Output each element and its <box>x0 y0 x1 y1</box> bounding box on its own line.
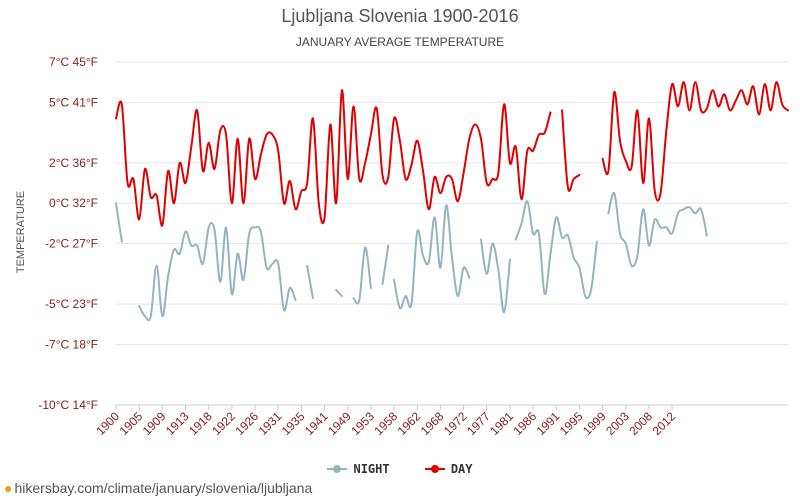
chart-subtitle: JANUARY AVERAGE TEMPERATURE <box>295 35 505 49</box>
source-url: hikersbay.com/climate/january/slovenia/l… <box>14 480 313 496</box>
x-tick-label: 1949 <box>325 409 354 438</box>
series-line-night <box>479 238 511 314</box>
y-tick-label: 0°C 32°F <box>49 196 98 210</box>
x-tick-label: 1953 <box>348 409 377 438</box>
y-tick-label: 2°C 36°F <box>49 156 98 170</box>
x-tick-label: 1918 <box>186 409 215 438</box>
x-tick-label: 2008 <box>626 409 655 438</box>
x-tick-label: 1941 <box>302 409 331 438</box>
x-tick-label: 1972 <box>441 409 470 438</box>
x-tick-label: 1999 <box>580 409 609 438</box>
x-tick-label: 1991 <box>534 409 563 438</box>
x-tick-label: 1913 <box>163 409 192 438</box>
series-line-night <box>306 264 314 300</box>
line-chart: 7°C 45°F 5°C 41°F 2°C 36°F 0°C 32°F -2°C 27°… <box>15 55 789 438</box>
x-tick-label: 1981 <box>487 409 516 438</box>
x-tick-label: 2003 <box>603 409 632 438</box>
x-tick-label: 1905 <box>117 409 146 438</box>
legend-label-day: DAY <box>450 462 473 476</box>
legend-label-night: NIGHT <box>353 462 390 476</box>
grid <box>116 61 788 406</box>
series-line-day <box>561 109 581 192</box>
y-tick-label: 5°C 41°F <box>49 95 98 109</box>
y-tick-label: -10°C 14°F <box>38 398 98 412</box>
source-link[interactable]: ● hikersbay.com/climate/january/slovenia/… <box>4 480 312 496</box>
series-line-night <box>393 204 471 310</box>
x-tick-label: 2012 <box>649 409 678 438</box>
y-axis-title: TEMPERATURE <box>15 191 27 273</box>
x-tick-label: 1926 <box>232 409 261 438</box>
x-tick-label: 1962 <box>395 409 424 438</box>
y-axis: 7°C 45°F 5°C 41°F 2°C 36°F 0°C 32°F -2°C 27°… <box>38 55 98 412</box>
day-line-icon <box>424 464 445 474</box>
x-tick-label: 1922 <box>209 409 238 438</box>
x-axis: 1900190519091913191819221926193119351941… <box>93 404 788 438</box>
x-tick-label: 1900 <box>93 409 122 438</box>
legend[interactable]: NIGHT DAY <box>0 462 800 477</box>
night-line-icon <box>327 464 348 474</box>
x-tick-label: 1977 <box>464 409 493 438</box>
legend-item-day[interactable]: DAY <box>424 462 473 476</box>
series-line-night <box>381 244 390 285</box>
series-line-day <box>115 89 552 227</box>
x-tick-label: 1909 <box>140 409 169 438</box>
chart-title: Ljubljana Slovenia 1900-2016 <box>281 6 519 26</box>
series-night <box>115 191 708 322</box>
series-line-night <box>607 191 708 268</box>
y-tick-label: -5°C 23°F <box>45 297 98 311</box>
series-line-night <box>138 221 297 322</box>
x-tick-label: 1931 <box>256 409 285 438</box>
series <box>115 81 789 322</box>
x-tick-label: 1986 <box>510 409 539 438</box>
y-tick-label: 7°C 45°F <box>49 55 98 69</box>
x-tick-label: 1958 <box>371 409 400 438</box>
x-tick-label: 1935 <box>279 409 308 438</box>
y-tick-label: -2°C 27°F <box>45 237 98 251</box>
series-line-day <box>601 81 789 202</box>
series-line-night <box>352 246 372 305</box>
legend-item-night[interactable]: NIGHT <box>327 462 390 476</box>
location-pin-icon: ● <box>4 480 13 496</box>
y-tick-label: -7°C 18°F <box>45 337 98 351</box>
series-line-night <box>335 288 343 298</box>
series-day <box>115 81 789 227</box>
series-line-night <box>514 200 598 300</box>
x-tick-label: 1995 <box>557 409 586 438</box>
series-line-night <box>115 202 123 243</box>
x-tick-label: 1968 <box>418 409 447 438</box>
